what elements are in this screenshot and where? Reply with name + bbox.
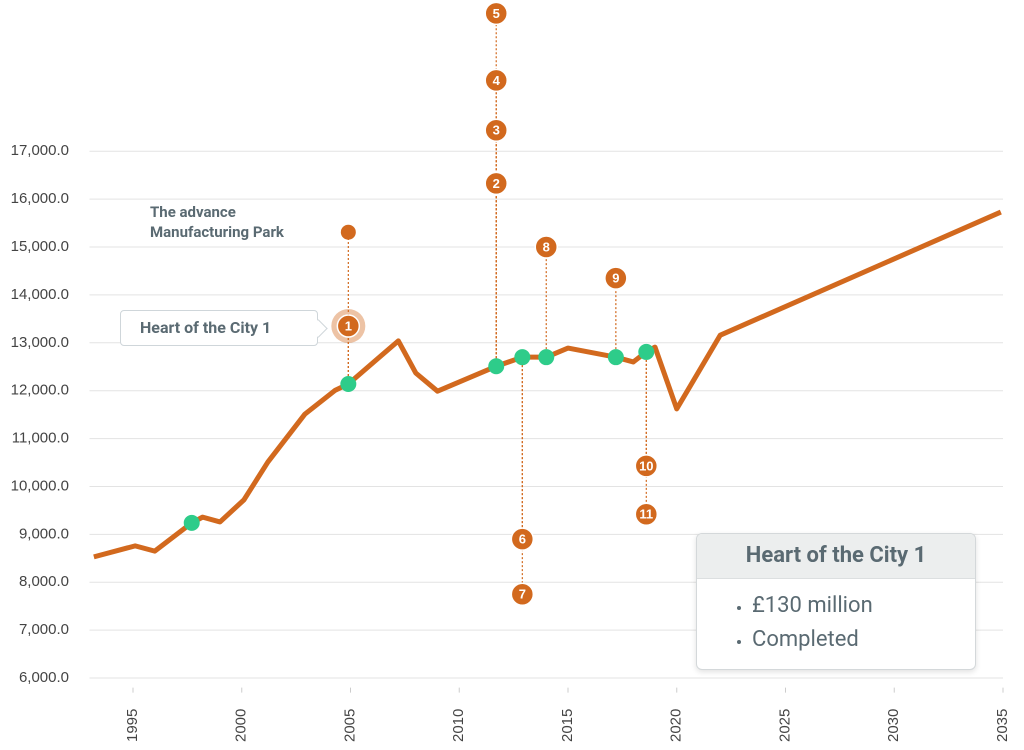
event-dot [183, 514, 200, 531]
event-dot [488, 358, 505, 375]
x-tick-label: 2005 [341, 709, 358, 742]
x-tick-label: 2015 [559, 709, 576, 742]
annotation-marker [484, 1, 508, 26]
annotation-label: 2 [493, 176, 500, 191]
annotation-label: 4 [493, 73, 501, 88]
annotation-marker [604, 266, 628, 290]
x-tick-label: 2020 [668, 709, 685, 742]
site-dot [340, 224, 356, 240]
annotation-marker [534, 235, 558, 259]
y-tick-label: 16,000.0 [11, 190, 69, 207]
annotation-marker [484, 118, 508, 142]
line [93, 209, 1002, 560]
annotation-marker [634, 502, 659, 526]
annotation-marker [336, 314, 361, 338]
y-tick-label: 7,000.0 [19, 621, 69, 638]
annotation-label: 8 [543, 239, 550, 254]
tooltip: Heart of the City 1 £130 million Complet… [696, 533, 976, 670]
tooltip-item: Completed [752, 623, 975, 657]
y-tick-label: 6,000.0 [19, 669, 69, 686]
callout: Heart of the City 1 [120, 310, 318, 346]
event-dot [607, 349, 624, 366]
x-tick-label: 2025 [776, 709, 793, 742]
site-label: The advance Manufacturing Park [150, 203, 284, 241]
annotation-marker [634, 454, 659, 478]
annotation-label: 6 [519, 532, 526, 547]
tooltip-list: £130 million Completed [697, 589, 975, 657]
y-tick-label: 10,000.0 [11, 477, 69, 494]
annotation-label: 9 [612, 271, 619, 286]
y-tick-label: 8,000.0 [19, 573, 69, 590]
event-dot [538, 349, 555, 366]
annotation-label: 7 [519, 587, 526, 602]
y-tick-label: 11,000.0 [12, 430, 69, 447]
annotation-marker [510, 582, 535, 606]
x-tick-label: 1995 [124, 709, 141, 742]
x-tick-label: 2000 [233, 709, 250, 742]
x-tick-label: 2035 [994, 709, 1011, 742]
y-tick-label: 14,000.0 [11, 286, 69, 303]
tooltip-item: £130 million [752, 589, 975, 623]
annotation-label: 1 [345, 318, 352, 333]
y-tick-label: 17,000.0 [11, 142, 69, 159]
y-tick-label: 12,000.0 [11, 382, 69, 399]
annotation-label: 3 [493, 123, 500, 138]
y-tick-label: 15,000.0 [11, 238, 69, 255]
event-dot [514, 349, 531, 366]
tooltip-title: Heart of the City 1 [697, 534, 975, 579]
annotation-label: 11 [639, 507, 653, 522]
x-tick-label: 2010 [450, 709, 467, 742]
event-dot [638, 343, 655, 360]
event-dot [340, 375, 357, 392]
x-tick-label: 2030 [885, 709, 902, 742]
annotation-marker [484, 68, 508, 93]
annotation-marker [484, 171, 508, 196]
annotation-label: 5 [493, 6, 500, 21]
annotation-label: 10 [639, 458, 653, 473]
y-tick-label: 9,000.0 [19, 525, 69, 542]
annotation-marker [510, 527, 535, 551]
y-tick-label: 13,000.0 [11, 334, 69, 351]
